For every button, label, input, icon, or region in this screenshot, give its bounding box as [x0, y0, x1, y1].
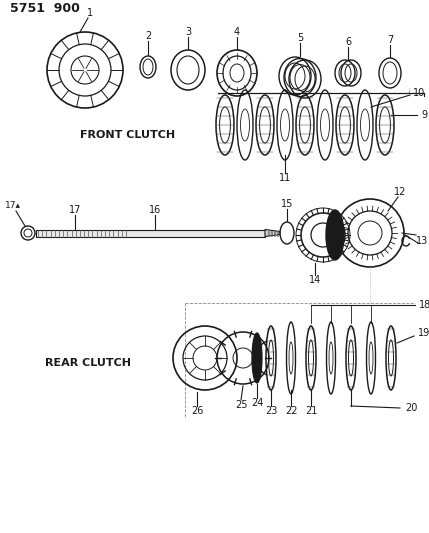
- Text: 8: 8: [428, 88, 429, 98]
- Text: 9: 9: [421, 110, 427, 120]
- Text: 15: 15: [281, 199, 293, 209]
- Text: 19: 19: [418, 328, 429, 338]
- Text: 22: 22: [285, 406, 297, 416]
- Text: 16: 16: [149, 205, 161, 215]
- Ellipse shape: [326, 210, 344, 260]
- Text: 18: 18: [419, 300, 429, 310]
- Text: 14: 14: [309, 275, 321, 285]
- Text: 6: 6: [345, 37, 351, 47]
- Text: REAR CLUTCH: REAR CLUTCH: [45, 358, 131, 368]
- Text: 2: 2: [145, 31, 151, 41]
- Text: 4: 4: [234, 27, 240, 37]
- Polygon shape: [265, 230, 280, 237]
- Text: 1: 1: [87, 8, 93, 18]
- Text: 17: 17: [69, 205, 81, 215]
- Text: 11: 11: [279, 173, 291, 183]
- Bar: [36, 230, 265, 237]
- Text: 26: 26: [191, 406, 203, 416]
- Text: 24: 24: [251, 398, 263, 408]
- Text: 25: 25: [235, 400, 247, 410]
- Text: 5: 5: [297, 33, 303, 43]
- Text: 7: 7: [387, 35, 393, 45]
- Text: 13: 13: [416, 236, 428, 246]
- Text: 21: 21: [305, 406, 317, 416]
- Text: 12: 12: [394, 187, 406, 197]
- Ellipse shape: [252, 333, 262, 383]
- Text: 17▴: 17▴: [5, 200, 21, 209]
- Text: 23: 23: [265, 406, 277, 416]
- Text: 3: 3: [185, 27, 191, 37]
- Text: 10: 10: [413, 88, 425, 98]
- Text: 20: 20: [405, 403, 417, 413]
- Text: FRONT CLUTCH: FRONT CLUTCH: [80, 130, 175, 140]
- Text: 5751  900: 5751 900: [10, 3, 80, 15]
